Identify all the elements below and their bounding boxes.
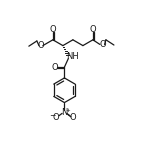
Text: O: O [50,25,57,34]
Text: O: O [90,25,97,34]
Text: O: O [37,41,44,50]
Text: NH: NH [66,52,79,61]
Text: +: + [65,108,70,113]
Text: O: O [51,63,58,72]
Text: −: − [49,111,55,120]
Text: O: O [70,114,76,122]
Text: O: O [99,40,106,49]
Text: O: O [53,114,59,122]
Text: N: N [61,108,68,117]
